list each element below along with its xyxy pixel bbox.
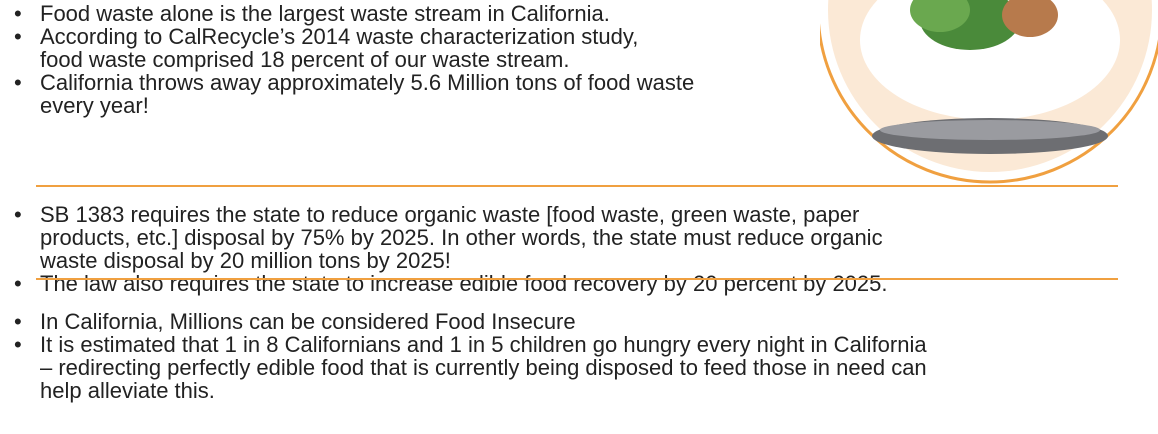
bullet-text: The law also requires the state to incre… bbox=[40, 272, 888, 295]
bullet-text: every year! bbox=[40, 94, 694, 117]
bullet-text: In California, Millions can be considere… bbox=[40, 310, 927, 333]
bullet-item: •California throws away approximately 5.… bbox=[0, 71, 654, 117]
divider bbox=[36, 185, 1118, 187]
slide: • Food waste alone is the largest waste s… bbox=[0, 0, 1158, 434]
bullet-dot: • bbox=[14, 333, 22, 356]
plate-illustration bbox=[820, 0, 1158, 190]
bullet-text: products, etc.] disposal by 75% by 2025.… bbox=[40, 226, 888, 249]
section: •In California, Millions can be consider… bbox=[0, 310, 887, 402]
bullet-dot: • bbox=[14, 25, 22, 48]
section: •SB 1383 requires the state to reduce or… bbox=[0, 203, 848, 295]
bullet-item: •Food waste alone is the largest waste s… bbox=[0, 2, 654, 25]
bullet-text: California throws away approximately 5.6… bbox=[40, 71, 694, 94]
bullet-dot: • bbox=[14, 71, 22, 94]
bullet-item: •It is estimated that 1 in 8 Californian… bbox=[0, 333, 887, 402]
bullet-text: SB 1383 requires the state to reduce org… bbox=[40, 203, 888, 226]
bullet-text: Food waste alone is the largest waste st… bbox=[40, 2, 694, 25]
divider bbox=[36, 278, 1118, 280]
bullet-text: According to CalRecycle’s 2014 waste cha… bbox=[40, 25, 694, 48]
bullet-text: It is estimated that 1 in 8 Californians… bbox=[40, 333, 927, 356]
bullet-text: help alleviate this. bbox=[40, 379, 927, 402]
bullet-item: •The law also requires the state to incr… bbox=[0, 272, 848, 295]
bullet-dot: • bbox=[14, 272, 22, 295]
bullet-dot: • bbox=[14, 2, 22, 25]
bullet-item: •In California, Millions can be consider… bbox=[0, 310, 887, 333]
bullet-dot: • bbox=[14, 310, 22, 333]
bullet-text: food waste comprised 18 percent of our w… bbox=[40, 48, 694, 71]
bullet-text: – redirecting perfectly edible food that… bbox=[40, 356, 927, 379]
section: •Food waste alone is the largest waste s… bbox=[0, 2, 654, 117]
bullet-dot: • bbox=[14, 203, 22, 226]
bullet-item: •According to CalRecycle’s 2014 waste ch… bbox=[0, 25, 654, 71]
bullet-text: waste disposal by 20 million tons by 202… bbox=[40, 249, 888, 272]
bullet-item: •SB 1383 requires the state to reduce or… bbox=[0, 203, 848, 272]
